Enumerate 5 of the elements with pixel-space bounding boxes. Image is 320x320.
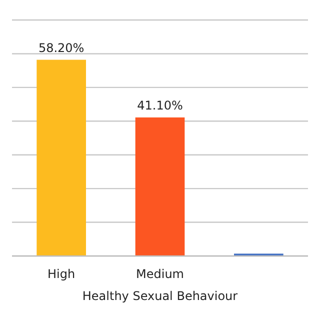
x-tick-label: High — [48, 267, 76, 281]
x-tick-label: Medium — [136, 267, 184, 281]
data-label: 58.20% — [38, 40, 84, 55]
data-label: 41.10% — [137, 98, 183, 112]
x-axis-title: Healthy Sexual Behaviour — [82, 289, 238, 303]
